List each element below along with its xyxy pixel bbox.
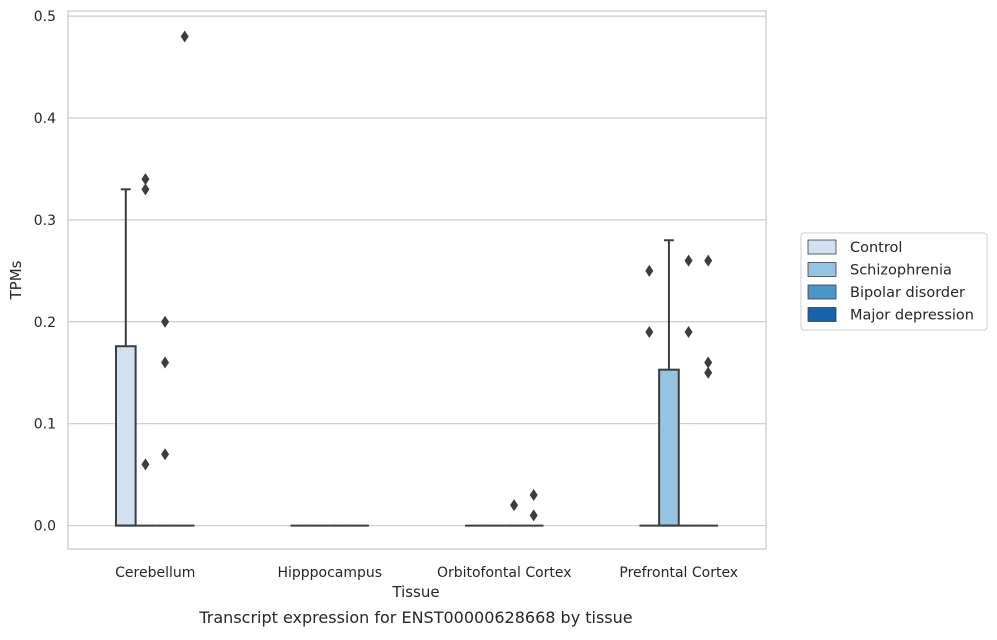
y-tick-label: 0.0	[34, 519, 56, 535]
y-tick-label: 0.5	[34, 9, 56, 25]
x-axis-label: Tissue	[391, 583, 439, 601]
outlier-point	[141, 458, 150, 471]
plot-background	[68, 11, 766, 549]
legend-swatch	[807, 284, 837, 300]
outlier-point	[684, 325, 693, 338]
y-tick-label: 0.2	[34, 315, 56, 331]
outlier-point	[161, 448, 170, 461]
outlier-point	[180, 30, 189, 43]
x-ticks: Cerebellum Hipppocampus Orbitofontal Corte…	[115, 565, 738, 581]
legend-box	[800, 232, 988, 331]
box	[114, 345, 137, 527]
outlier-point	[645, 325, 654, 338]
x-tick-label: Cerebellum	[115, 565, 195, 581]
box-plots	[114, 188, 719, 527]
outlier-point	[141, 173, 150, 186]
box	[658, 368, 680, 527]
legend: Control Schizophrenia Bipolar disorder Majo…	[800, 232, 988, 331]
legend-swatch	[807, 239, 837, 255]
chart-caption: Transcript expression for ENST0000062866…	[198, 608, 632, 627]
x-tick-label: Hipppocampus	[277, 565, 382, 581]
legend-label: Control	[850, 240, 902, 256]
outlier-point	[684, 254, 693, 267]
outlier-point	[161, 315, 170, 328]
y-tick-label: 0.4	[34, 111, 56, 127]
outlier-point	[645, 264, 654, 277]
y-ticks: 0.0 0.1 0.2 0.3 0.4 0.5	[34, 9, 56, 534]
outlier-point	[704, 254, 713, 267]
legend-swatch	[807, 307, 837, 322]
outlier-point	[161, 356, 170, 369]
legend-label: Bipolar disorder	[850, 285, 965, 301]
x-tick-label: Prefrontal Cortex	[619, 565, 738, 581]
legend-swatch	[807, 262, 837, 277]
legend-label: Major depression	[850, 308, 974, 324]
outlier-point	[704, 366, 713, 379]
y-tick-label: 0.3	[34, 213, 56, 229]
plot-frame	[67, 10, 767, 550]
box-plot	[114, 188, 137, 527]
y-tick-label: 0.1	[34, 417, 56, 433]
outlier-point	[510, 499, 519, 512]
y-axis-label: TPMs	[7, 260, 25, 300]
box-plot	[658, 239, 680, 527]
outliers	[141, 30, 713, 522]
outlier-point	[529, 488, 538, 501]
outlier-point	[529, 509, 538, 522]
outlier-point	[704, 356, 713, 369]
outlier-point	[141, 183, 150, 196]
x-tick-label: Orbitofontal Cortex	[437, 565, 572, 581]
legend-label: Schizophrenia	[850, 263, 952, 279]
